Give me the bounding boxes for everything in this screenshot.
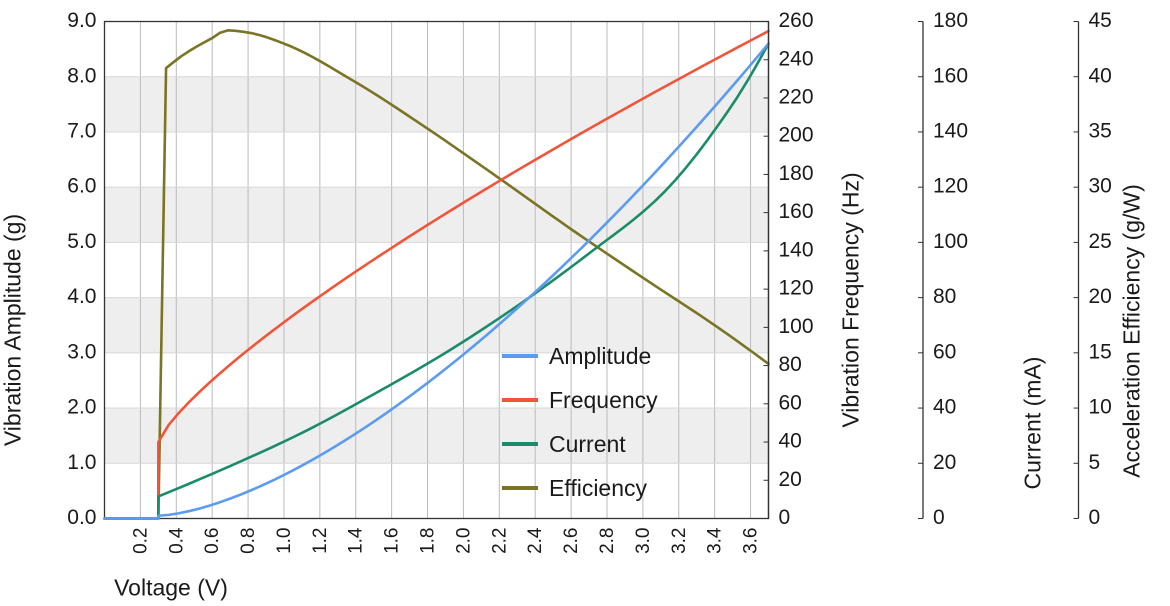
svg-text:40: 40 — [933, 396, 956, 419]
svg-text:0: 0 — [933, 506, 945, 529]
svg-text:3.4: 3.4 — [705, 527, 726, 554]
svg-text:25: 25 — [1089, 230, 1112, 253]
svg-text:100: 100 — [779, 315, 814, 338]
svg-text:20: 20 — [1089, 285, 1112, 308]
svg-text:40: 40 — [1089, 64, 1112, 87]
svg-text:2.2: 2.2 — [489, 528, 510, 554]
svg-text:160: 160 — [779, 200, 814, 223]
svg-text:5.0: 5.0 — [67, 230, 96, 253]
svg-text:35: 35 — [1089, 119, 1112, 142]
svg-text:0.8: 0.8 — [238, 528, 259, 554]
svg-text:5: 5 — [1089, 451, 1101, 474]
svg-text:180: 180 — [933, 9, 968, 32]
svg-text:2.6: 2.6 — [561, 528, 582, 554]
svg-text:160: 160 — [933, 64, 968, 87]
svg-text:0: 0 — [779, 506, 791, 529]
svg-text:40: 40 — [779, 430, 802, 453]
svg-text:20: 20 — [933, 451, 956, 474]
svg-text:10: 10 — [1089, 396, 1112, 419]
svg-text:1.2: 1.2 — [310, 528, 331, 554]
svg-text:60: 60 — [779, 391, 802, 414]
svg-text:4.0: 4.0 — [67, 285, 96, 308]
svg-text:6.0: 6.0 — [67, 175, 96, 198]
svg-text:2.4: 2.4 — [525, 527, 546, 554]
svg-text:3.0: 3.0 — [633, 528, 654, 554]
svg-text:3.6: 3.6 — [741, 528, 762, 554]
svg-text:0.0: 0.0 — [67, 506, 96, 529]
svg-text:1.0: 1.0 — [274, 528, 295, 554]
svg-text:220: 220 — [779, 86, 814, 109]
svg-text:2.8: 2.8 — [597, 528, 618, 554]
svg-text:3.2: 3.2 — [669, 528, 690, 554]
svg-text:30: 30 — [1089, 175, 1112, 198]
svg-text:8.0: 8.0 — [67, 64, 96, 87]
svg-text:100: 100 — [933, 230, 968, 253]
svg-text:240: 240 — [779, 47, 814, 70]
svg-text:7.0: 7.0 — [67, 119, 96, 142]
svg-text:2.0: 2.0 — [453, 528, 474, 554]
svg-text:9.0: 9.0 — [67, 9, 96, 32]
svg-text:140: 140 — [933, 119, 968, 142]
svg-text:15: 15 — [1089, 340, 1112, 363]
svg-text:45: 45 — [1089, 9, 1112, 32]
svg-text:260: 260 — [779, 9, 814, 32]
svg-text:120: 120 — [933, 175, 968, 198]
svg-text:80: 80 — [933, 285, 956, 308]
svg-text:180: 180 — [779, 162, 814, 185]
svg-text:140: 140 — [779, 238, 814, 261]
svg-text:0.2: 0.2 — [130, 528, 151, 554]
svg-text:2.0: 2.0 — [67, 396, 96, 419]
svg-text:0.4: 0.4 — [166, 527, 187, 554]
svg-text:3.0: 3.0 — [67, 340, 96, 363]
svg-text:20: 20 — [779, 468, 802, 491]
svg-text:0.6: 0.6 — [202, 528, 223, 554]
svg-text:60: 60 — [933, 340, 956, 363]
svg-text:1.8: 1.8 — [418, 528, 439, 554]
svg-text:200: 200 — [779, 124, 814, 147]
svg-text:1.4: 1.4 — [346, 527, 367, 554]
svg-text:120: 120 — [779, 277, 814, 300]
svg-text:0: 0 — [1089, 506, 1101, 529]
svg-text:1.0: 1.0 — [67, 451, 96, 474]
svg-text:1.6: 1.6 — [382, 528, 403, 554]
svg-text:80: 80 — [779, 353, 802, 376]
